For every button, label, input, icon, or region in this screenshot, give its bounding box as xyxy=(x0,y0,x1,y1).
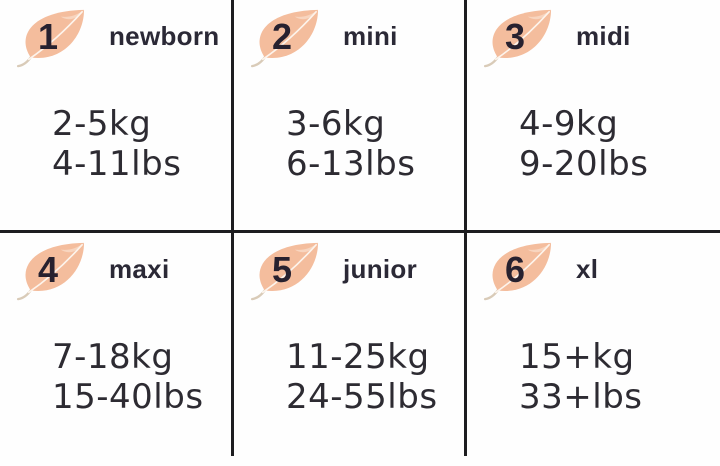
cell-header: 5 junior xyxy=(248,239,464,303)
weight-kg: 15+kg xyxy=(519,337,635,377)
size-label: xl xyxy=(576,253,599,284)
size-cell-junior: 5 junior 11-25kg 24-55lbs xyxy=(234,233,464,466)
leaf-icon: 3 xyxy=(481,6,559,70)
size-label: newborn xyxy=(109,20,220,51)
weight-ranges: 11-25kg 24-55lbs xyxy=(286,337,464,417)
size-number: 4 xyxy=(37,249,59,290)
leaf-icon: 6 xyxy=(481,239,559,303)
cell-header: 1 newborn xyxy=(14,6,231,70)
weight-kg: 4-9kg xyxy=(519,104,619,144)
size-number: 6 xyxy=(504,249,526,290)
weight-ranges: 15+kg 33+lbs xyxy=(519,337,720,417)
size-number: 3 xyxy=(504,16,526,57)
weight-ranges: 2-5kg 4-11lbs xyxy=(52,104,231,184)
weight-lbs: 4-11lbs xyxy=(52,144,182,184)
grid-line-horizontal xyxy=(0,230,720,233)
weight-lbs: 24-55lbs xyxy=(286,377,438,417)
weight-ranges: 3-6kg 6-13lbs xyxy=(286,104,464,184)
leaf-icon: 5 xyxy=(248,239,326,303)
weight-kg: 3-6kg xyxy=(286,104,386,144)
weight-ranges: 7-18kg 15-40lbs xyxy=(52,337,231,417)
leaf-icon: 2 xyxy=(248,6,326,70)
size-label: mini xyxy=(343,20,398,51)
size-label: maxi xyxy=(109,253,170,284)
cell-header: 4 maxi xyxy=(14,239,231,303)
size-cell-maxi: 4 maxi 7-18kg 15-40lbs xyxy=(0,233,231,466)
size-label: midi xyxy=(576,20,631,51)
weight-kg: 2-5kg xyxy=(52,104,152,144)
weight-lbs: 6-13lbs xyxy=(286,144,416,184)
leaf-icon: 4 xyxy=(14,239,92,303)
cell-header: 2 mini xyxy=(248,6,464,70)
weight-lbs: 15-40lbs xyxy=(52,377,204,417)
cell-header: 3 midi xyxy=(481,6,720,70)
size-label: junior xyxy=(343,253,418,284)
cell-header: 6 xl xyxy=(481,239,720,303)
weight-lbs: 33+lbs xyxy=(519,377,643,417)
weight-kg: 7-18kg xyxy=(52,337,174,377)
grid-line-vertical-2 xyxy=(464,0,467,456)
size-cell-mini: 2 mini 3-6kg 6-13lbs xyxy=(234,0,464,230)
weight-lbs: 9-20lbs xyxy=(519,144,649,184)
size-cell-xl: 6 xl 15+kg 33+lbs xyxy=(467,233,720,466)
size-cell-midi: 3 midi 4-9kg 9-20lbs xyxy=(467,0,720,230)
grid-line-vertical-1 xyxy=(231,0,234,456)
weight-kg: 11-25kg xyxy=(286,337,430,377)
leaf-icon: 1 xyxy=(14,6,92,70)
size-number: 2 xyxy=(271,16,293,57)
weight-ranges: 4-9kg 9-20lbs xyxy=(519,104,720,184)
size-cell-newborn: 1 newborn 2-5kg 4-11lbs xyxy=(0,0,231,230)
size-number: 1 xyxy=(37,16,59,57)
size-number: 5 xyxy=(271,249,293,290)
